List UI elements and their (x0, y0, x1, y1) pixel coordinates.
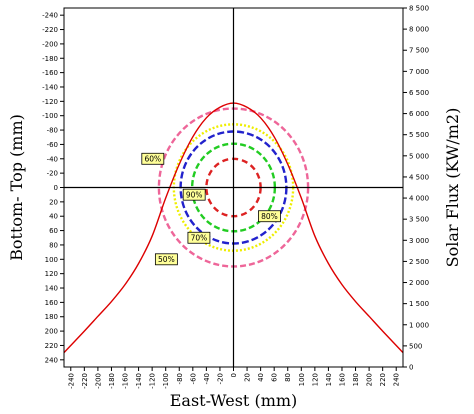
x-tick-label: 120 (311, 373, 319, 386)
y2-tick-label: 0 (409, 364, 413, 372)
y2-tick-label: 6 000 (409, 110, 429, 118)
y-tick-label: -240 (42, 12, 58, 20)
y-tick-label: 80 (49, 241, 58, 249)
x-tick-label: -20 (216, 373, 224, 384)
x-tick-label: -180 (108, 373, 116, 389)
y2-tick-label: 8 500 (409, 5, 429, 13)
crosshair (64, 8, 403, 367)
x-tick-label: -160 (122, 373, 130, 389)
contour-label: 70% (191, 233, 208, 242)
contour-label: 60% (144, 154, 161, 163)
x-tick-label: -220 (81, 373, 89, 389)
x-axis-title: East-West (mm) (170, 391, 298, 410)
y2-axis-title: Solar Flux (KW/m2) (443, 108, 462, 268)
y2-tick-label: 1 000 (409, 321, 429, 329)
x-tick-label: 180 (352, 373, 360, 386)
y2-axis-ticks: 0 500 1 000 1 500 2 000 2 500 3 000 3 500 4 000 4… (403, 5, 429, 372)
x-tick-label: -100 (162, 373, 170, 389)
y-tick-label: 0 (54, 184, 58, 192)
y-tick-label: -120 (42, 98, 58, 106)
contour-label: 80% (261, 212, 278, 221)
y2-tick-label: 7 500 (409, 47, 429, 55)
y-tick-label: -40 (47, 155, 58, 163)
y2-tick-label: 3 500 (409, 216, 429, 224)
y-tick-label: -100 (42, 112, 58, 120)
y-tick-label: 200 (45, 328, 58, 336)
y-tick-label: -160 (42, 69, 58, 77)
y-tick-label: 40 (49, 213, 58, 221)
contour-label: 50% (158, 255, 175, 264)
x-tick-label: -40 (203, 373, 211, 384)
y-tick-label: 240 (45, 356, 58, 364)
y2-tick-label: 4 500 (409, 173, 429, 181)
y2-tick-label: 2 000 (409, 279, 429, 287)
y2-tick-label: 7 000 (409, 68, 429, 76)
y-tick-label: 60 (49, 227, 58, 235)
y2-tick-label: 3 000 (409, 237, 429, 245)
y-tick-label: -180 (42, 55, 58, 63)
contour-label: 90% (186, 190, 203, 199)
y-tick-label: -20 (47, 170, 58, 178)
x-tick-label: 140 (325, 373, 333, 386)
x-tick-label: -200 (94, 373, 102, 389)
y-tick-label: 20 (49, 198, 58, 206)
x-tick-label: 60 (271, 373, 279, 382)
y2-tick-label: 5 500 (409, 131, 429, 139)
y2-tick-label: 1 500 (409, 300, 429, 308)
contour-labels: 60% 90% 80% 70% 50% (141, 152, 281, 266)
contour-label-box (141, 152, 165, 165)
contour-label-box (154, 253, 178, 266)
y2-tick-label: 4 000 (409, 195, 429, 203)
x-tick-label: 240 (393, 373, 401, 386)
y-tick-label: 140 (45, 285, 58, 293)
y-tick-label: -220 (42, 26, 58, 34)
x-tick-label: -140 (135, 373, 143, 389)
contour-label-box (258, 210, 281, 223)
x-axis-ticks: -240 -220 -200 -180 -160 -140 -120 -100 -80 -60 -4… (67, 367, 401, 389)
x-tick-label: -120 (149, 373, 157, 389)
y2-tick-label: 8 000 (409, 26, 429, 34)
x-tick-label: -240 (67, 373, 75, 389)
x-tick-label: 200 (366, 373, 374, 386)
y-tick-label: 100 (45, 256, 58, 264)
y-tick-label: -80 (47, 127, 58, 135)
x-tick-label: -80 (176, 373, 184, 384)
x-tick-label: 160 (338, 373, 346, 386)
y-axis-title: Bottom- Top (mm) (7, 114, 26, 261)
contour-label-box (182, 188, 206, 201)
x-tick-label: 100 (298, 373, 306, 386)
y-tick-label: -140 (42, 83, 58, 91)
x-tick-label: 220 (379, 373, 387, 386)
y-axis-ticks: -240-220-200-180-160-140-120-100-80-60-4… (42, 12, 64, 364)
y2-tick-label: 500 (409, 342, 422, 350)
y-tick-label: 160 (45, 299, 58, 307)
y2-tick-label: 5 000 (409, 152, 429, 160)
y2-tick-label: 2 500 (409, 258, 429, 266)
x-tick-label: 40 (257, 373, 265, 382)
x-tick-label: 80 (284, 373, 292, 382)
y-tick-label: -60 (47, 141, 58, 149)
y-tick-label: -200 (42, 40, 58, 48)
y-tick-label: 220 (45, 342, 58, 350)
y-tick-label: 180 (45, 313, 58, 321)
x-tick-label: -60 (189, 373, 197, 384)
x-tick-label: 0 (230, 373, 238, 377)
y2-tick-label: 6 500 (409, 89, 429, 97)
contour-label-box (187, 231, 211, 244)
x-tick-label: 20 (244, 373, 252, 382)
y-tick-label: 120 (45, 270, 58, 278)
